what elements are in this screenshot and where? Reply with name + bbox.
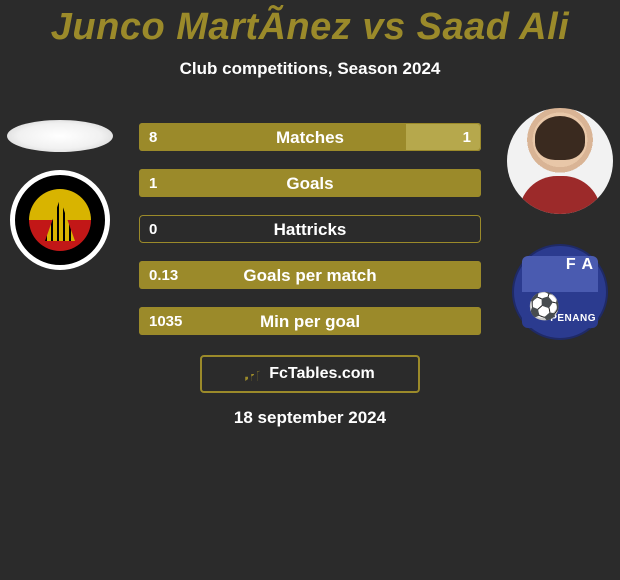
stat-value-left: 8 <box>139 123 167 152</box>
club-right-initials: F A <box>566 256 594 274</box>
brand-box: FcTables.com <box>200 355 420 393</box>
stat-label: Goals per match <box>139 261 481 290</box>
club-right-city: PENANG <box>550 313 596 324</box>
right-player-column: F A PENANG <box>500 108 620 340</box>
stat-row: Hattricks0 <box>138 214 482 244</box>
comparison-infographic: Junco MartÃ­nez vs Saad Ali Club competi… <box>0 0 620 580</box>
player-right-club-badge: F A PENANG <box>512 244 608 340</box>
player-right-avatar <box>507 108 613 214</box>
stat-row: Min per goal1035 <box>138 306 482 336</box>
player-left-club-badge <box>10 170 110 270</box>
brand-label: FcTables.com <box>269 365 375 383</box>
stat-label: Goals <box>139 169 481 198</box>
stat-value-left: 1 <box>139 169 167 198</box>
stat-bars: Matches81Goals1Hattricks0Goals per match… <box>138 122 482 352</box>
chart-icon <box>245 367 263 381</box>
date-label: 18 september 2024 <box>0 408 620 428</box>
left-player-column <box>0 108 120 270</box>
stat-value-left: 0.13 <box>139 261 188 290</box>
page-title: Junco MartÃ­nez vs Saad Ali <box>0 0 620 49</box>
stat-row: Goals per match0.13 <box>138 260 482 290</box>
player-left-avatar <box>7 120 113 152</box>
stat-label: Matches <box>139 123 481 152</box>
stat-row: Goals1 <box>138 168 482 198</box>
stat-value-left: 1035 <box>139 307 192 336</box>
stat-value-left: 0 <box>139 215 167 244</box>
stat-value-right: 1 <box>453 123 481 152</box>
page-subtitle: Club competitions, Season 2024 <box>0 59 620 79</box>
stat-row: Matches8 1 <box>138 122 482 152</box>
stat-label: Hattricks <box>139 215 481 244</box>
